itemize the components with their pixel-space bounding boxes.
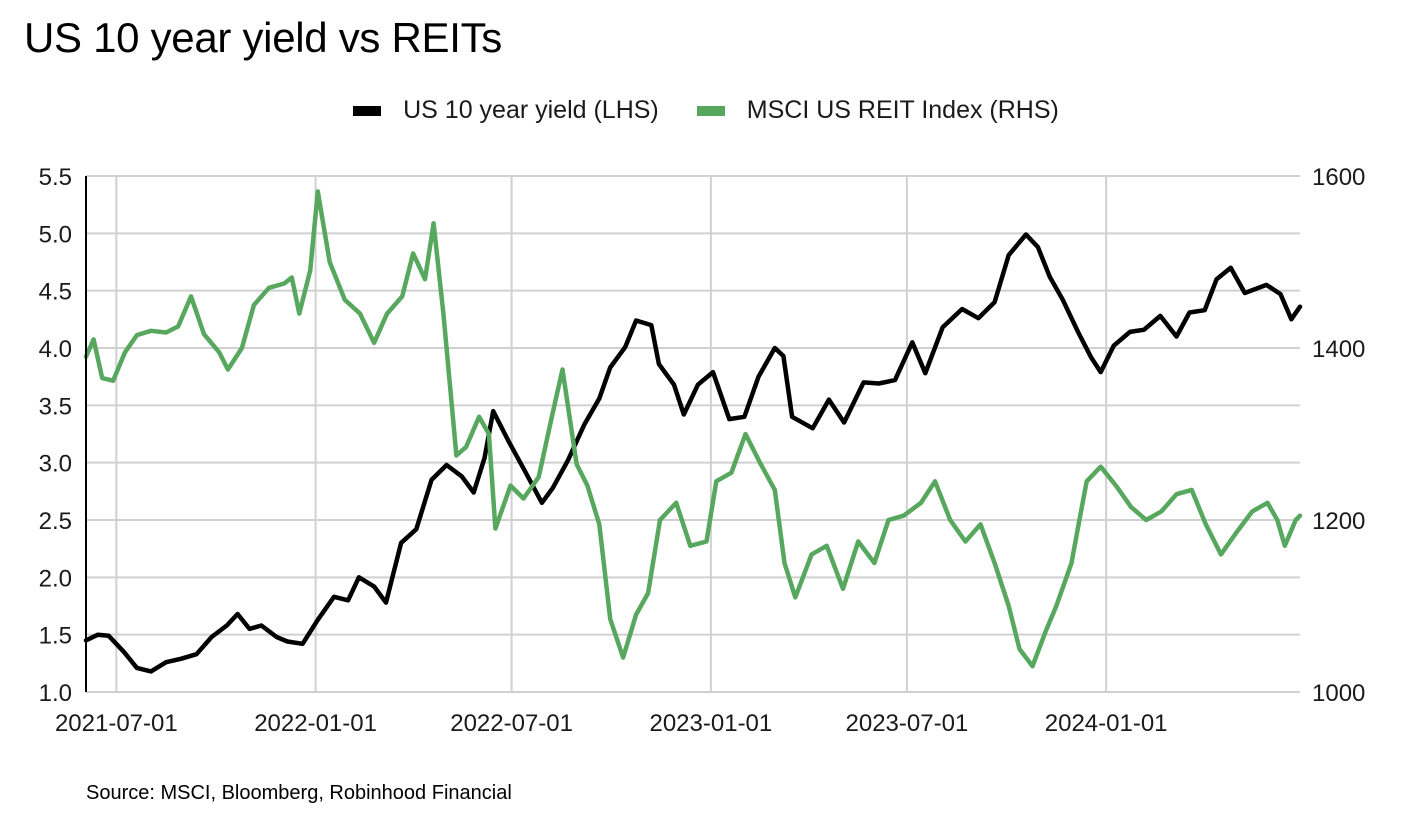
legend-label-reit: MSCI US REIT Index (RHS): [746, 96, 1059, 124]
x-tick-label: 2022-07-01: [450, 710, 573, 737]
y-right-tick-label: 1000: [1312, 680, 1365, 707]
legend-swatch-reit: [696, 105, 725, 116]
chart-title: US 10 year yield vs REITs: [24, 14, 503, 61]
y-left-tick-label: 2.5: [39, 508, 72, 535]
legend-item-yield: US 10 year yield (LHS): [353, 96, 659, 125]
legend-item-reit: MSCI US REIT Index (RHS): [696, 96, 1059, 125]
legend-swatch-yield: [353, 105, 382, 116]
series-line-msci-reit: [83, 189, 1303, 669]
y-left-tick-label: 3.5: [39, 393, 72, 420]
y-right-tick-label: 1600: [1312, 164, 1365, 191]
y-right-tick-label: 1400: [1312, 336, 1365, 363]
x-tick-label: 2021-07-01: [55, 710, 178, 737]
series-group: [83, 189, 1303, 674]
y-left-tick-label: 4.5: [39, 279, 72, 306]
y-right-tick-label: 1200: [1312, 508, 1365, 535]
y-left-tick-label: 5.0: [39, 221, 72, 248]
y-left-tick-label: 1.5: [39, 623, 72, 650]
y-left-tick-label: 1.0: [39, 680, 72, 707]
gridlines: [86, 175, 1300, 693]
source-note: Source: MSCI, Bloomberg, Robinhood Finan…: [86, 782, 512, 804]
y-left-tick-label: 3.0: [39, 451, 72, 478]
tick-labels: 1.0 1.5 2.0 2.5 3.0 3.5 4.0 4.5 5.0 5.5 1000 1200 14…: [39, 164, 1366, 737]
y-left-tick-label: 4.0: [39, 336, 72, 363]
y-left-tick-label: 2.0: [39, 565, 72, 592]
legend: US 10 year yield (LHS) MSCI US REIT Inde…: [0, 96, 1412, 125]
x-tick-label: 2023-01-01: [649, 710, 772, 737]
legend-label-yield: US 10 year yield (LHS): [403, 96, 659, 124]
x-tick-label: 2024-01-01: [1045, 710, 1168, 737]
series-line-us-10y-yield: [83, 232, 1303, 674]
y-left-tick-label: 5.5: [39, 164, 72, 191]
x-tick-label: 2022-01-01: [254, 710, 377, 737]
x-tick-label: 2023-07-01: [846, 710, 969, 737]
